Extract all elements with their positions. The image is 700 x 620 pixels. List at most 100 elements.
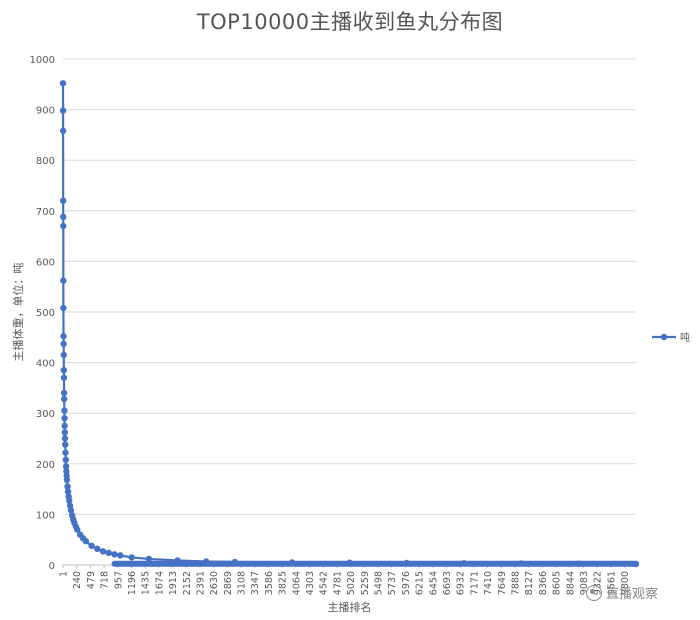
- data-point: [460, 560, 468, 567]
- data-point: [61, 415, 68, 422]
- data-point: [62, 456, 70, 463]
- y-tick-label: 900: [36, 106, 55, 117]
- data-point: [61, 407, 68, 414]
- x-tick-label: 9322: [593, 571, 604, 595]
- x-tick-label: 3586: [264, 571, 275, 595]
- watermark-text: 直播观察: [606, 587, 659, 602]
- legend-marker: [660, 333, 668, 341]
- data-point: [61, 395, 68, 403]
- data-point: [74, 526, 81, 533]
- x-tick-label: 5976: [401, 571, 412, 595]
- x-axis-title: 主播排名: [328, 600, 372, 614]
- data-point: [60, 366, 68, 374]
- data-point: [60, 389, 68, 397]
- x-tick-label: 6215: [415, 571, 426, 595]
- y-tick-label: 700: [36, 207, 55, 218]
- x-tick-label: 7649: [497, 571, 508, 595]
- x-tick-label: 6454: [428, 571, 439, 595]
- y-tick-label: 400: [36, 359, 55, 370]
- data-point: [62, 463, 70, 470]
- y-axis-title: 主播体重，单位：吨: [11, 263, 25, 362]
- data-point: [346, 559, 353, 566]
- data-point: [63, 468, 70, 475]
- x-tick-label: 2391: [195, 571, 206, 595]
- x-tick-label: 4303: [305, 571, 316, 595]
- data-point: [105, 549, 112, 557]
- x-tick-label: 8366: [538, 571, 549, 595]
- chart-title: TOP10000主播收到鱼丸分布图: [196, 10, 504, 34]
- data-point: [60, 277, 67, 284]
- x-tick-label: 718: [100, 571, 111, 589]
- data-point: [60, 222, 67, 230]
- x-tick-label: 479: [86, 571, 97, 589]
- data-point: [60, 304, 67, 312]
- data-point: [128, 554, 135, 561]
- data-point: [111, 551, 118, 558]
- data-point: [62, 441, 69, 448]
- data-point: [59, 80, 67, 87]
- data-point: [174, 557, 181, 564]
- data-point: [82, 538, 90, 545]
- data-point: [67, 507, 75, 514]
- x-tick-label: 5259: [360, 571, 371, 595]
- series-line: [61, 83, 637, 566]
- x-tick-label: 1435: [141, 571, 152, 595]
- data-point: [231, 558, 239, 566]
- data-point: [203, 558, 210, 565]
- x-tick-label: 240: [72, 571, 83, 589]
- x-tick-label: 2869: [223, 571, 234, 595]
- data-point: [61, 435, 69, 442]
- x-tick-label: 7171: [469, 571, 480, 595]
- y-tick-label: 1000: [30, 55, 55, 66]
- wechat-logo-icon: [586, 584, 602, 601]
- data-point: [60, 340, 67, 348]
- y-tick-label: 800: [36, 156, 55, 167]
- x-tick-label: 5020: [346, 571, 357, 595]
- x-tick-label: 9083: [579, 571, 590, 595]
- x-tick-label: 3108: [237, 571, 248, 595]
- y-tick-label: 600: [36, 257, 55, 268]
- x-tick-label: 957: [113, 571, 124, 589]
- data-point: [99, 548, 107, 555]
- data-point: [145, 555, 153, 563]
- data-point: [94, 545, 101, 553]
- data-point: [63, 476, 71, 484]
- x-tick-label: 9800: [620, 571, 631, 595]
- data-point: [117, 552, 124, 559]
- x-tick-label: 1674: [154, 571, 165, 595]
- data-point: [575, 560, 582, 567]
- x-tick-label: 4542: [319, 571, 330, 595]
- data-point: [88, 542, 95, 549]
- x-tick-label: 3347: [250, 571, 261, 595]
- data-point: [61, 429, 69, 436]
- data-point: [632, 560, 640, 568]
- x-tick-label: 8844: [565, 571, 576, 595]
- data-point: [59, 107, 67, 114]
- x-tick-label: 2152: [182, 571, 193, 595]
- data-point: [66, 497, 73, 504]
- x-tick-label: 6932: [456, 571, 467, 595]
- data-point: [61, 422, 68, 430]
- y-tick-label: 100: [36, 510, 55, 521]
- x-tick-label: 1913: [168, 571, 179, 595]
- y-tick-label: 300: [36, 409, 55, 420]
- x-tick-label: 2630: [209, 571, 220, 595]
- data-point: [60, 351, 67, 359]
- x-tick-label: 5737: [387, 571, 398, 595]
- x-tick-label: 1: [59, 571, 70, 577]
- x-tick-label: 6693: [442, 571, 453, 595]
- x-tick-label: 4781: [332, 571, 343, 595]
- data-point: [288, 559, 296, 566]
- x-tick-label: 4064: [291, 571, 302, 595]
- data-point: [59, 127, 67, 135]
- data-point: [60, 213, 67, 221]
- y-tick-label: 200: [36, 460, 55, 471]
- x-tick-label: 7410: [483, 571, 494, 595]
- data-point: [60, 374, 68, 381]
- x-tick-label: 1196: [127, 571, 138, 595]
- y-tick-label: 500: [36, 308, 55, 319]
- x-tick-label: 9561: [606, 571, 617, 595]
- y-tick-label: 0: [49, 561, 55, 572]
